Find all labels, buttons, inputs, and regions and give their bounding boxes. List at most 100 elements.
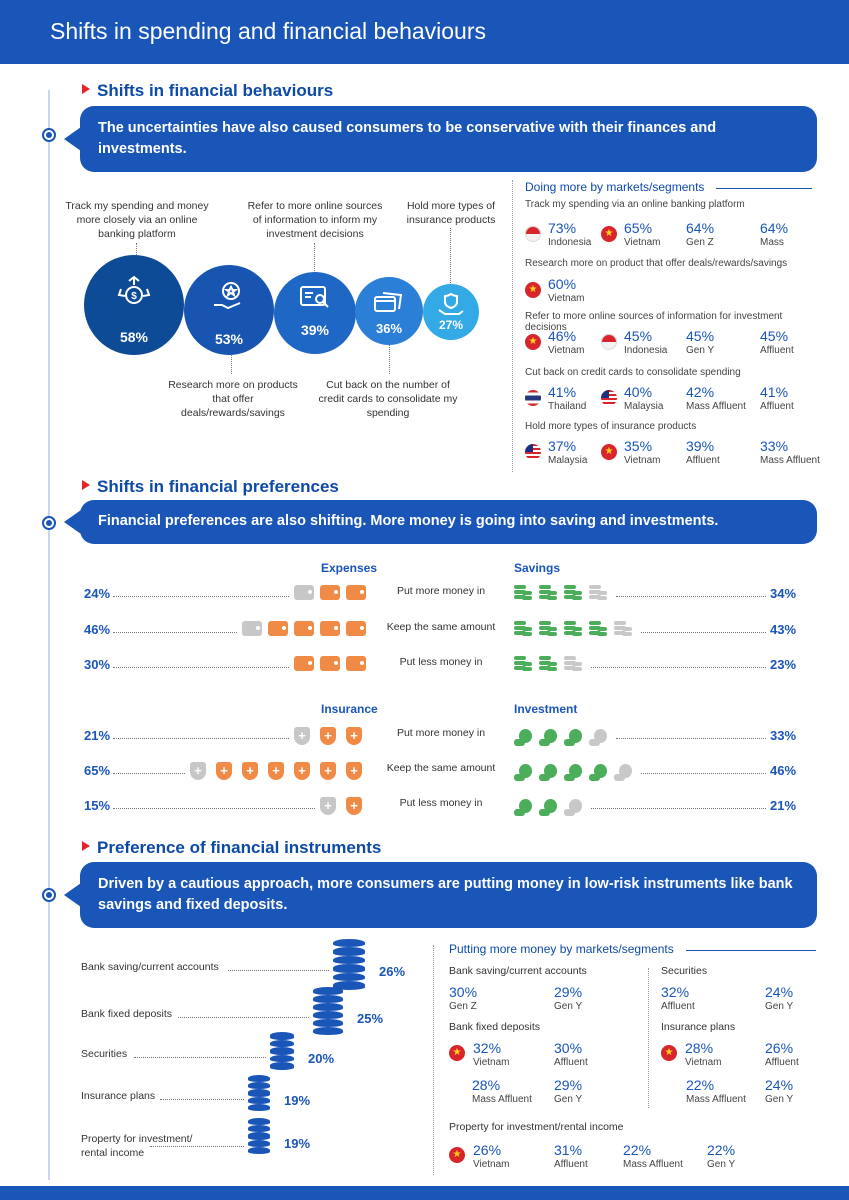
behaviours-banner: The uncertainties have also caused consu… xyxy=(64,106,817,172)
segment-name: Gen Y xyxy=(765,1001,794,1012)
market-name: Affluent xyxy=(686,455,720,466)
market-value: 37% xyxy=(548,438,577,454)
wallet-icon xyxy=(346,656,366,671)
coin-stack-icon xyxy=(514,621,532,637)
coin-stack-icon xyxy=(564,621,582,637)
behaviour-label-credit-cards: Cut back on the number of credit cards t… xyxy=(318,379,458,419)
segment-value: 22% xyxy=(623,1142,652,1158)
behaviour-circle-credit-cards: 36% xyxy=(355,277,423,345)
market-name: Indonesia xyxy=(624,345,668,356)
flag-my-icon xyxy=(601,390,617,406)
money-bag-icon xyxy=(514,797,534,817)
market-name: Mass Affluent xyxy=(760,455,820,466)
insurance-pct: 21% xyxy=(84,728,111,743)
segment-name: Affluent xyxy=(554,1159,588,1170)
footer-bar xyxy=(0,1186,849,1200)
wallet-icon xyxy=(294,585,314,600)
behaviour-pct-track: 58% xyxy=(119,329,149,345)
market-subtitle: Track my spending via an online banking … xyxy=(525,199,745,210)
insurance-hand-icon xyxy=(438,292,464,315)
behaviour-circle-online-sources: 39% xyxy=(274,272,356,354)
investment-pct: 46% xyxy=(770,763,797,778)
segment-name: Gen Y xyxy=(554,1001,583,1012)
market-value: 33% xyxy=(760,438,789,454)
segment-name: Vietnam xyxy=(685,1057,722,1068)
segment-value: 31% xyxy=(554,1142,583,1158)
money-bag-icon xyxy=(514,762,534,782)
market-name: Affluent xyxy=(760,345,794,356)
wallet-icon xyxy=(242,621,262,636)
wallet-icon xyxy=(294,656,314,671)
market-name: Vietnam xyxy=(624,455,661,466)
online-research-icon xyxy=(300,286,329,308)
segment-value: 28% xyxy=(685,1040,714,1056)
investment-pct: 21% xyxy=(770,798,797,813)
connector-line xyxy=(450,228,451,283)
behaviour-circle-track: $ 58% xyxy=(84,255,184,355)
segment-name: Gen Z xyxy=(449,1001,477,1012)
wallet-icon xyxy=(320,621,340,636)
reward-hand-icon xyxy=(214,282,241,310)
market-value: 42% xyxy=(686,384,715,400)
market-subtitle: Cut back on credit cards to consolidate … xyxy=(525,367,741,378)
dotted-leader xyxy=(113,808,315,809)
market-name: Malaysia xyxy=(548,455,588,466)
insurance-heading: Insurance xyxy=(321,702,378,716)
coin-stack-icon xyxy=(564,656,582,672)
coin-stack-icon xyxy=(539,656,557,672)
shield-icon: + xyxy=(294,727,310,745)
savings-heading: Savings xyxy=(514,561,561,575)
flag-id-icon xyxy=(525,226,541,242)
market-name: Indonesia xyxy=(548,237,592,248)
timeline-dot xyxy=(42,516,56,530)
segment-subtitle: Bank saving/current accounts xyxy=(449,965,587,977)
instrument-label: Insurance plans xyxy=(81,1090,156,1102)
segment-subtitle: Securities xyxy=(661,965,708,977)
putting-more-title-rule xyxy=(686,950,816,951)
shield-icon: + xyxy=(216,762,232,780)
dotted-leader xyxy=(113,632,237,633)
savings-pct: 34% xyxy=(770,586,797,601)
money-bag-icon xyxy=(589,727,609,747)
segment-value: 32% xyxy=(661,984,690,1000)
coin-stack-icon xyxy=(589,621,607,637)
segment-name: Mass Affluent xyxy=(686,1094,746,1105)
dotted-leader xyxy=(178,1017,309,1018)
dotted-leader xyxy=(616,738,766,739)
market-value: 45% xyxy=(760,328,789,344)
wallet-icon xyxy=(346,621,366,636)
money-bag-icon xyxy=(514,727,534,747)
savings-pct: 43% xyxy=(770,622,797,637)
triangle-bullet-icon xyxy=(82,841,90,851)
wallet-icon xyxy=(346,585,366,600)
insurance-pct: 15% xyxy=(84,798,111,813)
shield-icon: + xyxy=(268,762,284,780)
market-value: 45% xyxy=(624,328,653,344)
dotted-leader xyxy=(641,632,766,633)
preferences-banner: Financial preferences are also shifting.… xyxy=(64,500,817,544)
shield-icon: + xyxy=(320,762,336,780)
coin-stack-icon xyxy=(248,1075,280,1112)
market-value: 65% xyxy=(624,220,653,236)
expenses-pct: 46% xyxy=(84,622,111,637)
markets-title: Doing more by markets/segments xyxy=(525,180,705,194)
money-arrows-icon: $ xyxy=(117,275,151,304)
instrument-label: Securities xyxy=(81,1048,128,1060)
market-name: Vietnam xyxy=(624,237,661,248)
instrument-label: Bank fixed deposits xyxy=(81,1008,173,1020)
segment-name: Mass Affluent xyxy=(472,1094,532,1105)
dotted-leader xyxy=(160,1099,244,1100)
segment-value: 30% xyxy=(449,984,478,1000)
shield-icon: + xyxy=(346,727,362,745)
behaviour-label-insurance: Hold more types of insurance products xyxy=(406,200,496,226)
market-name: Thailand xyxy=(548,401,587,412)
page-header: Shifts in spending and financial behavio… xyxy=(0,0,849,64)
section-title-behaviours: Shifts in financial behaviours xyxy=(82,81,333,101)
market-value: 40% xyxy=(624,384,653,400)
preference-row-label: Keep the same amount xyxy=(386,762,496,774)
segment-subtitle: Property for investment/rental income xyxy=(449,1121,624,1133)
behaviour-pct-insurance: 27% xyxy=(438,318,464,332)
market-value: 45% xyxy=(686,328,715,344)
dotted-leader xyxy=(228,970,329,971)
shield-icon: + xyxy=(242,762,258,780)
